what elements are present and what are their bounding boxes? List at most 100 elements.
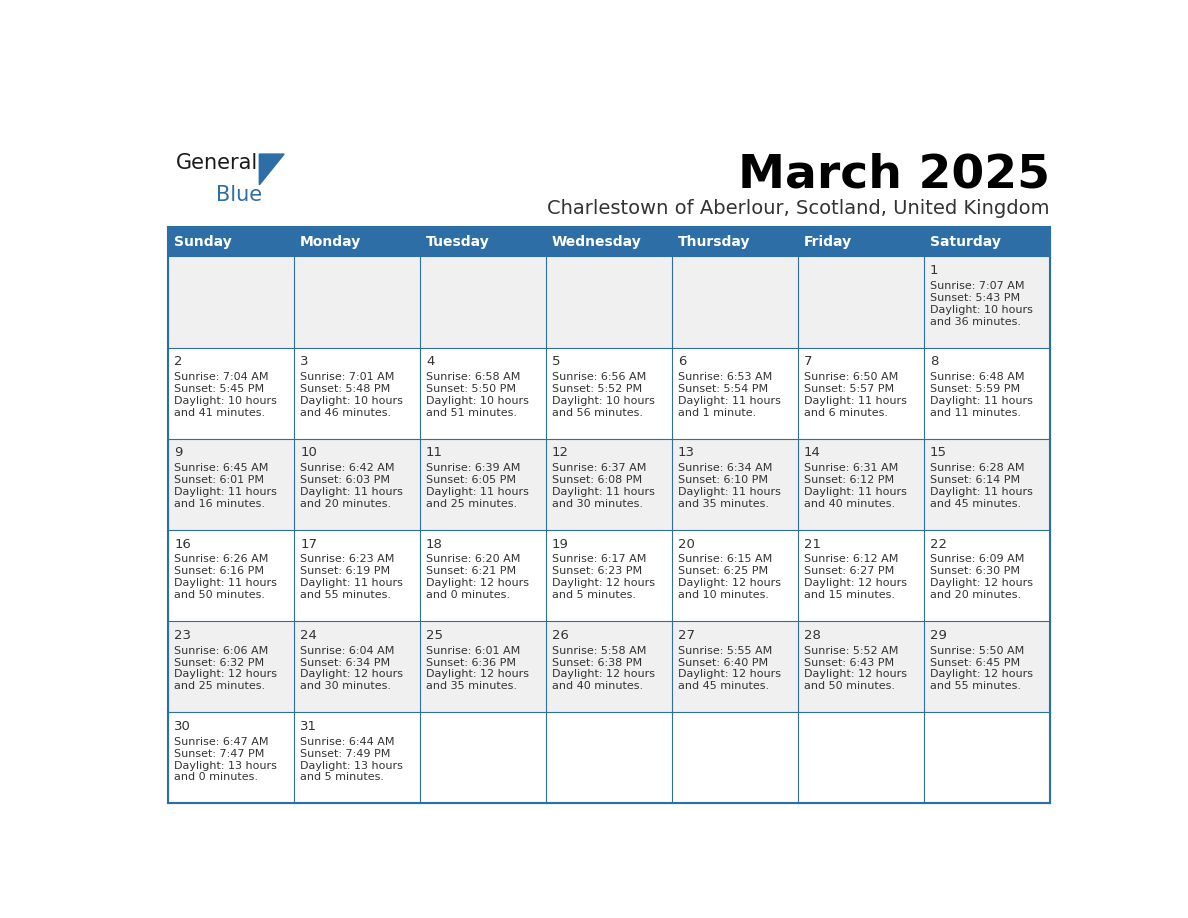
Text: Daylight: 11 hours: Daylight: 11 hours xyxy=(678,396,781,406)
Text: Sunrise: 6:28 AM: Sunrise: 6:28 AM xyxy=(930,464,1024,474)
Text: and 6 minutes.: and 6 minutes. xyxy=(804,408,889,418)
Text: Daylight: 12 hours: Daylight: 12 hours xyxy=(552,578,655,588)
Text: Daylight: 11 hours: Daylight: 11 hours xyxy=(804,487,906,498)
Text: and 45 minutes.: and 45 minutes. xyxy=(678,681,769,691)
Text: 23: 23 xyxy=(175,629,191,642)
Bar xyxy=(798,712,924,803)
Bar xyxy=(798,439,924,530)
Bar xyxy=(419,530,545,621)
Text: Sunset: 6:32 PM: Sunset: 6:32 PM xyxy=(175,657,264,667)
Bar xyxy=(672,621,798,712)
Text: Daylight: 10 hours: Daylight: 10 hours xyxy=(301,396,403,406)
Bar xyxy=(293,530,419,621)
Text: Sunset: 6:25 PM: Sunset: 6:25 PM xyxy=(678,566,769,577)
Bar xyxy=(545,712,672,803)
Text: and 40 minutes.: and 40 minutes. xyxy=(552,681,643,691)
Text: and 5 minutes.: and 5 minutes. xyxy=(552,590,636,600)
Bar xyxy=(168,227,1050,803)
Bar xyxy=(168,530,293,621)
Text: 2: 2 xyxy=(175,355,183,368)
Text: Daylight: 12 hours: Daylight: 12 hours xyxy=(678,578,781,588)
Text: Sunrise: 6:04 AM: Sunrise: 6:04 AM xyxy=(301,645,394,655)
Text: Sunrise: 6:01 AM: Sunrise: 6:01 AM xyxy=(426,645,520,655)
Text: and 25 minutes.: and 25 minutes. xyxy=(175,681,265,691)
Text: and 51 minutes.: and 51 minutes. xyxy=(426,408,517,418)
Bar xyxy=(545,227,672,256)
Bar xyxy=(168,348,293,439)
Text: and 56 minutes.: and 56 minutes. xyxy=(552,408,643,418)
Text: Sunrise: 5:52 AM: Sunrise: 5:52 AM xyxy=(804,645,898,655)
Text: Daylight: 11 hours: Daylight: 11 hours xyxy=(930,396,1032,406)
Bar xyxy=(798,348,924,439)
Text: Friday: Friday xyxy=(804,235,852,249)
Text: 20: 20 xyxy=(678,538,695,551)
Text: Sunrise: 6:53 AM: Sunrise: 6:53 AM xyxy=(678,372,772,382)
Text: Sunset: 6:19 PM: Sunset: 6:19 PM xyxy=(301,566,390,577)
Text: 18: 18 xyxy=(426,538,443,551)
Text: Wednesday: Wednesday xyxy=(552,235,642,249)
Text: 25: 25 xyxy=(426,629,443,642)
Text: Sunrise: 6:23 AM: Sunrise: 6:23 AM xyxy=(301,554,394,565)
Text: 11: 11 xyxy=(426,446,443,459)
Text: and 50 minutes.: and 50 minutes. xyxy=(804,681,895,691)
Text: Daylight: 11 hours: Daylight: 11 hours xyxy=(301,578,403,588)
Text: and 16 minutes.: and 16 minutes. xyxy=(175,499,265,509)
Text: Sunset: 6:30 PM: Sunset: 6:30 PM xyxy=(930,566,1020,577)
Text: Daylight: 10 hours: Daylight: 10 hours xyxy=(930,305,1032,315)
Text: 19: 19 xyxy=(552,538,569,551)
Text: Daylight: 11 hours: Daylight: 11 hours xyxy=(804,396,906,406)
Text: Saturday: Saturday xyxy=(930,235,1001,249)
Text: Sunset: 6:40 PM: Sunset: 6:40 PM xyxy=(678,657,769,667)
Text: and 40 minutes.: and 40 minutes. xyxy=(804,499,896,509)
Text: Daylight: 11 hours: Daylight: 11 hours xyxy=(175,487,277,498)
Text: 4: 4 xyxy=(426,355,435,368)
Text: and 30 minutes.: and 30 minutes. xyxy=(552,499,643,509)
Text: Sunrise: 6:20 AM: Sunrise: 6:20 AM xyxy=(426,554,520,565)
Text: 28: 28 xyxy=(804,629,821,642)
Text: Sunrise: 6:09 AM: Sunrise: 6:09 AM xyxy=(930,554,1024,565)
Bar xyxy=(672,256,798,348)
Text: Daylight: 12 hours: Daylight: 12 hours xyxy=(426,578,529,588)
Bar xyxy=(168,227,293,256)
Bar xyxy=(924,530,1050,621)
Text: Sunset: 6:38 PM: Sunset: 6:38 PM xyxy=(552,657,643,667)
Text: Daylight: 12 hours: Daylight: 12 hours xyxy=(930,578,1034,588)
Bar xyxy=(419,348,545,439)
Text: Sunrise: 6:15 AM: Sunrise: 6:15 AM xyxy=(678,554,772,565)
Text: Daylight: 10 hours: Daylight: 10 hours xyxy=(552,396,655,406)
Text: and 46 minutes.: and 46 minutes. xyxy=(301,408,391,418)
Bar xyxy=(924,256,1050,348)
Text: Sunrise: 6:47 AM: Sunrise: 6:47 AM xyxy=(175,736,268,746)
Text: and 45 minutes.: and 45 minutes. xyxy=(930,499,1022,509)
Text: Daylight: 12 hours: Daylight: 12 hours xyxy=(678,669,781,679)
Text: Daylight: 10 hours: Daylight: 10 hours xyxy=(426,396,529,406)
Bar xyxy=(924,348,1050,439)
Text: and 1 minute.: and 1 minute. xyxy=(678,408,757,418)
Text: Charlestown of Aberlour, Scotland, United Kingdom: Charlestown of Aberlour, Scotland, Unite… xyxy=(548,198,1050,218)
Bar xyxy=(293,712,419,803)
Text: Daylight: 13 hours: Daylight: 13 hours xyxy=(301,760,403,770)
Bar xyxy=(293,439,419,530)
Bar xyxy=(672,712,798,803)
Text: and 0 minutes.: and 0 minutes. xyxy=(175,772,258,782)
Text: Sunset: 6:14 PM: Sunset: 6:14 PM xyxy=(930,476,1020,486)
Text: Sunset: 6:03 PM: Sunset: 6:03 PM xyxy=(301,476,390,486)
Text: 31: 31 xyxy=(301,720,317,733)
Bar xyxy=(798,530,924,621)
Text: Sunset: 6:23 PM: Sunset: 6:23 PM xyxy=(552,566,643,577)
Text: 21: 21 xyxy=(804,538,821,551)
Text: Daylight: 13 hours: Daylight: 13 hours xyxy=(175,760,277,770)
Text: and 5 minutes.: and 5 minutes. xyxy=(301,772,384,782)
Text: and 20 minutes.: and 20 minutes. xyxy=(930,590,1022,600)
Text: Sunrise: 6:42 AM: Sunrise: 6:42 AM xyxy=(301,464,394,474)
Text: and 11 minutes.: and 11 minutes. xyxy=(930,408,1020,418)
Bar xyxy=(168,439,293,530)
Text: Sunset: 5:59 PM: Sunset: 5:59 PM xyxy=(930,384,1020,394)
Bar xyxy=(293,227,419,256)
Text: and 30 minutes.: and 30 minutes. xyxy=(301,681,391,691)
Bar xyxy=(924,439,1050,530)
Text: Sunset: 6:08 PM: Sunset: 6:08 PM xyxy=(552,476,643,486)
Bar xyxy=(545,621,672,712)
Text: Sunday: Sunday xyxy=(175,235,232,249)
Text: and 55 minutes.: and 55 minutes. xyxy=(930,681,1020,691)
